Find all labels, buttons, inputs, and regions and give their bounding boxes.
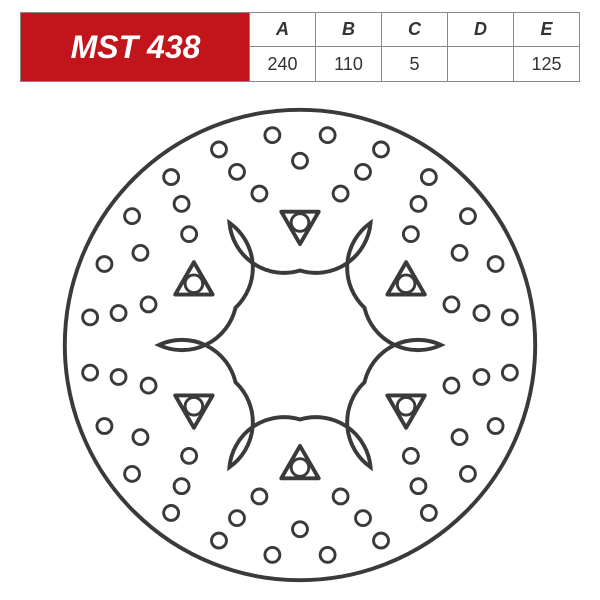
spec-header: MST 438 A B C D E 240 110 5 125 bbox=[20, 12, 580, 82]
disc-svg bbox=[55, 100, 545, 590]
col-C: C bbox=[381, 12, 448, 47]
val-C: 5 bbox=[381, 46, 448, 82]
col-B: B bbox=[315, 12, 382, 47]
spec-table: A B C D E 240 110 5 125 bbox=[250, 12, 580, 82]
col-D: D bbox=[447, 12, 514, 47]
val-E: 125 bbox=[513, 46, 580, 82]
part-number-badge: MST 438 bbox=[20, 12, 250, 82]
val-A: 240 bbox=[249, 46, 316, 82]
val-B: 110 bbox=[315, 46, 382, 82]
brake-disc-diagram bbox=[55, 100, 545, 590]
spec-value-row: 240 110 5 125 bbox=[250, 47, 580, 82]
val-D bbox=[447, 46, 514, 82]
spec-header-row: A B C D E bbox=[250, 12, 580, 47]
col-E: E bbox=[513, 12, 580, 47]
col-A: A bbox=[249, 12, 316, 47]
